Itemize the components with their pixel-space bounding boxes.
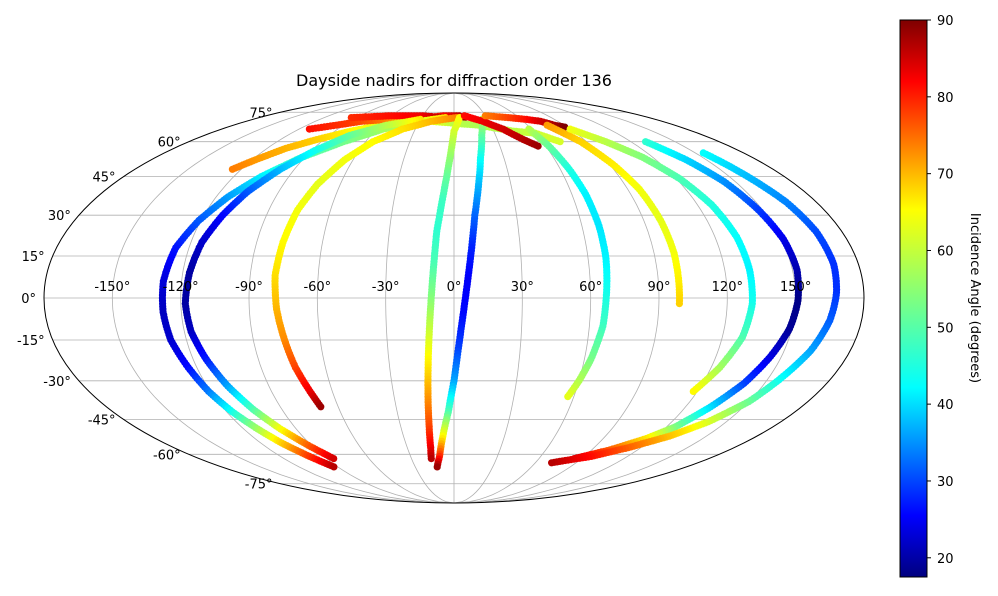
- y-tick-label: 45°: [93, 171, 116, 186]
- colorbar-tick-label: 20: [937, 552, 954, 567]
- colorbar-tick-label: 70: [937, 168, 954, 183]
- data-point: [689, 387, 697, 395]
- y-tick-label: -60°: [153, 448, 181, 463]
- y-tick-label: 30°: [48, 209, 71, 224]
- colorbar: [899, 19, 928, 578]
- data-point: [317, 403, 325, 411]
- x-tick-labels: -150° -120° -90° -60° -30° 0° 30° 60° 90° 120° 150…: [94, 280, 811, 295]
- colorbar-tick-label: 50: [937, 321, 954, 336]
- data-point: [564, 393, 572, 401]
- y-tick-label: -30°: [43, 375, 71, 390]
- data-point: [330, 463, 338, 471]
- data-point: [433, 463, 441, 471]
- x-tick-label: -90°: [235, 280, 263, 295]
- map-boundary: [43, 92, 865, 504]
- data-point: [228, 165, 236, 173]
- x-tick-label: 60°: [579, 280, 602, 295]
- y-tick-label: -75°: [245, 478, 273, 493]
- y-tick-label: 60°: [158, 136, 181, 151]
- colorbar-tick-label: 40: [937, 398, 954, 413]
- x-tick-label: -120°: [163, 280, 199, 295]
- y-tick-label: -15°: [17, 334, 45, 349]
- x-tick-label: -150°: [94, 280, 130, 295]
- colorbar-tick-label: 60: [937, 244, 954, 259]
- y-tick-label: 75°: [249, 106, 272, 121]
- y-tick-label: 0°: [21, 292, 36, 307]
- colorbar-tick-label: 30: [937, 475, 954, 490]
- data-point: [330, 455, 338, 463]
- x-tick-label: -30°: [372, 280, 400, 295]
- data-point: [556, 138, 564, 146]
- colorbar-tick-label: 80: [937, 91, 954, 106]
- colorbar-tick-label: 90: [937, 14, 954, 29]
- x-tick-label: -60°: [303, 280, 331, 295]
- y-tick-label: 15°: [22, 250, 45, 265]
- x-tick-label: 90°: [647, 280, 670, 295]
- data-point: [534, 142, 542, 150]
- y-tick-labels: -75° -60° -45° -30° -15° 0° 15° 30° 45° 60° 75°: [17, 106, 273, 492]
- x-tick-label: 120°: [712, 280, 743, 295]
- data-points: [158, 112, 841, 471]
- chart-title: Dayside nadirs for diffraction order 136: [296, 71, 612, 90]
- data-point: [561, 123, 569, 131]
- data-point: [675, 300, 684, 308]
- data-point: [548, 459, 556, 467]
- graticule: [44, 93, 864, 503]
- colorbar-ticks: 20 30 40 50 60 70 80 90: [927, 14, 954, 567]
- x-tick-label: 150°: [780, 280, 811, 295]
- y-tick-label: -45°: [88, 413, 116, 428]
- data-point: [427, 455, 435, 463]
- x-tick-label: 0°: [447, 280, 462, 295]
- x-tick-label: 30°: [511, 280, 534, 295]
- colorbar-label: Incidence Angle (degrees): [967, 213, 982, 383]
